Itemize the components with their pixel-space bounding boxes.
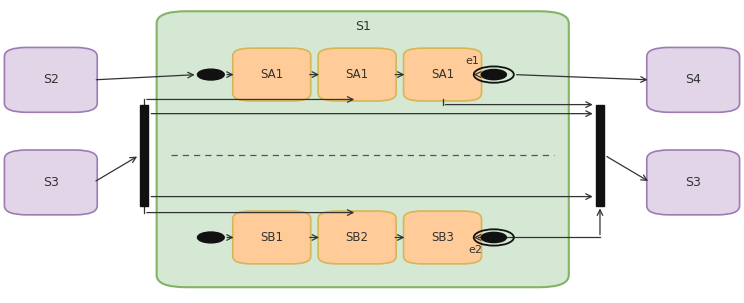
Text: S3: S3 [43,176,59,189]
FancyBboxPatch shape [318,48,396,101]
Circle shape [197,232,224,243]
FancyBboxPatch shape [318,211,396,264]
FancyBboxPatch shape [647,48,740,112]
Bar [595,105,604,206]
FancyBboxPatch shape [233,48,311,101]
Circle shape [481,232,507,243]
FancyBboxPatch shape [403,211,481,264]
Text: SA1: SA1 [260,68,283,81]
Bar [140,105,149,206]
Text: SA1: SA1 [345,68,369,81]
Text: e1: e1 [465,55,479,65]
FancyBboxPatch shape [157,11,569,287]
Circle shape [197,69,224,80]
Text: SB2: SB2 [346,231,368,244]
Text: e2: e2 [469,245,483,255]
FancyBboxPatch shape [647,150,740,215]
Text: S3: S3 [685,176,701,189]
FancyBboxPatch shape [233,211,311,264]
FancyBboxPatch shape [4,48,97,112]
Text: S4: S4 [685,73,701,86]
Text: SB3: SB3 [431,231,454,244]
FancyBboxPatch shape [403,48,481,101]
Circle shape [481,69,507,80]
Text: S1: S1 [355,20,371,33]
FancyBboxPatch shape [4,150,97,215]
Text: SA1: SA1 [431,68,454,81]
Text: SB1: SB1 [260,231,283,244]
Text: S2: S2 [43,73,59,86]
